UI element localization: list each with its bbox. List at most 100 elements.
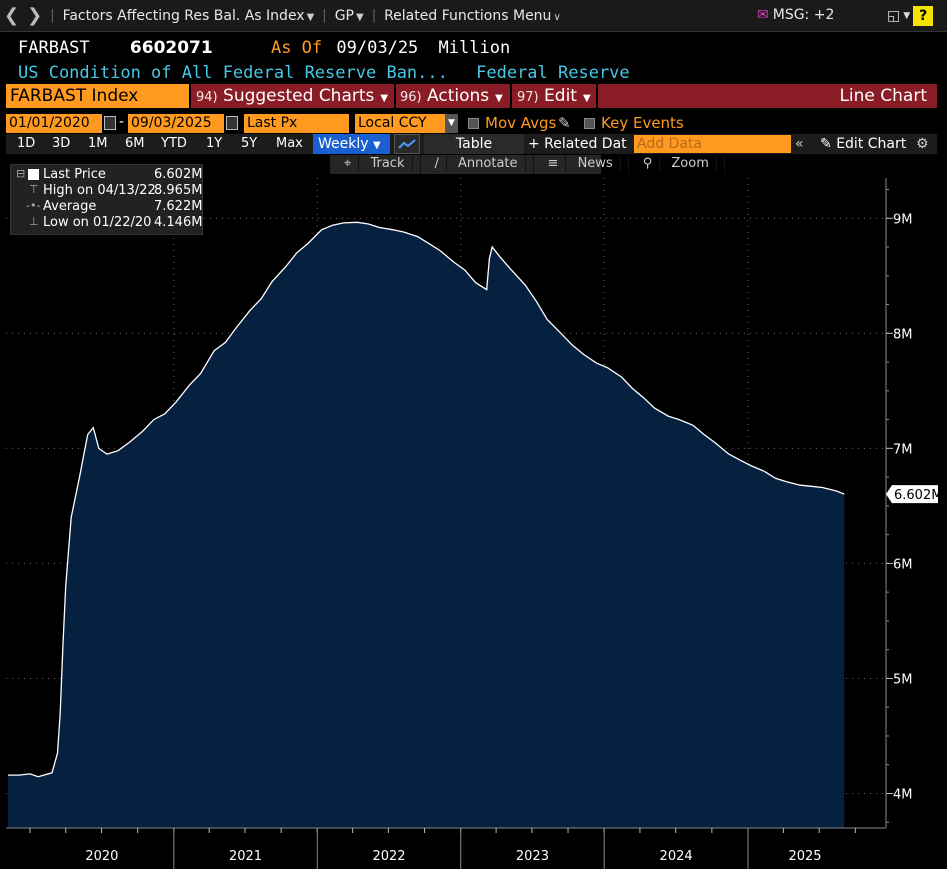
export-icon[interactable]: ◱ [887,8,901,24]
y-tick-label: 6M [893,557,913,572]
double-chevron-down-icon: ∨ [553,11,561,23]
divider [394,84,396,108]
unit: Million [438,38,511,58]
line-chart-icon[interactable] [394,134,420,154]
high-marker-icon: ⊤ [29,183,39,196]
last-value-box [886,485,938,504]
legend-average: -•- Average 7.622M [11,199,204,215]
legend-value: 6.602M [154,167,203,182]
zoom-tool[interactable]: ⚲ Zoom [629,155,725,174]
edit-button[interactable]: 97) Edit ▼ [517,84,591,108]
menu-label: Suggested Charts [223,86,375,106]
edit-chart-button[interactable]: ✎ Edit Chart [820,134,906,154]
line-chart-glyph [398,139,416,149]
end-date-field[interactable]: 09/03/2025 [128,114,224,133]
divider [510,84,512,108]
back-arrow-icon[interactable]: ❮ [4,5,20,26]
suggested-charts-button[interactable]: 94) Suggested Charts ▼ [196,84,388,108]
chart-toolbar: ⌖ Track ∕ Annotate ≡ News ⚲ Zoom [330,155,725,174]
related-functions-label: Related Functions Menu [384,7,552,24]
crosshair-icon: ⌖ [337,155,360,172]
low-marker-icon: ⊥ [29,215,39,228]
table-button[interactable]: Table [424,134,524,154]
currency-select[interactable]: Local CCY [355,114,445,133]
menu-label: Actions [427,86,490,106]
gp-menu[interactable]: GP ▼ [331,8,368,24]
related-functions-menu[interactable]: Related Functions Menu ∨ [380,8,565,24]
x-tick-label: 2022 [372,849,405,864]
range-6m[interactable]: 6M [125,136,145,151]
caret-down-icon: ▼ [355,11,364,23]
caret-down-icon[interactable]: ▼ [445,114,458,133]
as-of-label: As Of [270,38,323,58]
divider [596,84,598,108]
mov-avgs-checkbox[interactable] [468,118,479,129]
range-3d[interactable]: 3D [52,136,71,151]
last-value: 6602071 [129,38,213,58]
legend-label: Average [43,199,97,214]
start-date-field[interactable]: 01/01/2020 [6,114,102,133]
legend-label: Last Price [43,167,106,182]
mov-avgs-label[interactable]: Mov Avgs [485,114,557,132]
annotate-label: Annotate [451,155,526,172]
add-data-input[interactable]: Add Data [634,135,791,153]
field-select[interactable]: Last Px [244,114,349,133]
x-tick-label: 2020 [85,849,118,864]
collapse-icon[interactable]: ⊟ [16,167,26,180]
chart-type-label[interactable]: Line Chart [839,86,927,106]
menu-number: 96) [400,90,422,105]
actions-button[interactable]: 96) Actions ▼ [400,84,503,108]
as-of-date: 09/03/25 [336,38,419,58]
pencil-icon[interactable]: ✎ [558,114,571,132]
zoom-label: Zoom [664,155,717,172]
y-tick-label: 9M [893,212,913,227]
caret-down-icon[interactable]: ▼ [903,11,911,21]
range-ytd[interactable]: YTD [161,136,187,151]
chart-legend: ⊟ Last Price 6.602M ⊤ High on 04/13/22 8… [10,164,203,235]
legend-label: Low on 01/22/20 [43,215,152,230]
range-1y[interactable]: 1Y [206,136,223,151]
key-events-label[interactable]: Key Events [601,114,684,132]
legend-low: ⊥ Low on 01/22/20 4.146M [11,215,204,231]
range-5y[interactable]: 5Y [241,136,258,151]
annotate-tool[interactable]: ∕ Annotate [421,155,534,174]
caret-down-icon: ▼ [495,93,503,104]
caret-down-icon: ▼ [306,11,315,23]
x-tick-label: 2023 [516,849,549,864]
range-row: 1D 3D 1M 6M YTD 1Y 5Y Max Weekly ▼ Table… [6,134,937,154]
last-value-marker: 6.602M [886,485,942,504]
calendar-icon[interactable] [226,116,238,130]
range-1d[interactable]: 1D [17,136,36,151]
legend-last-price[interactable]: ⊟ Last Price 6.602M [11,167,204,183]
range-1m[interactable]: 1M [88,136,108,151]
y-tick-label: 4M [893,787,913,802]
related-data-button[interactable]: + Related Dat [528,136,627,152]
range-max[interactable]: Max [276,136,303,151]
forward-arrow-icon[interactable]: ❯ [27,5,43,26]
source-text: Federal Reserve [476,63,630,83]
track-tool[interactable]: ⌖ Track [330,155,421,174]
function-title: Factors Affecting Res Bal. As Index [62,7,305,24]
news-tool[interactable]: ≡ News [534,155,629,174]
security-description: US Condition of All Federal Reserve Ban.… [18,63,630,83]
y-axis: 4M 5M 6M 7M 8M 9M [885,178,913,828]
gear-icon[interactable]: ⚙ [916,136,929,152]
series-swatch [28,169,39,180]
help-button[interactable]: ? [913,6,934,26]
last-value-text: 6.602M [894,488,942,503]
caret-down-icon: ▼ [582,93,591,104]
double-chevron-left-icon[interactable]: « [795,136,804,152]
legend-high: ⊤ High on 04/13/22 8.965M [11,183,204,199]
function-title-menu[interactable]: Factors Affecting Res Bal. As Index ▼ [59,8,319,24]
security-input[interactable]: FARBAST Index [6,84,189,108]
calendar-icon[interactable] [104,116,116,130]
divider: | [50,8,55,23]
pencil-icon: ✎ [820,136,832,152]
window-controls: ◱ ▼ ? [887,6,934,26]
key-events-checkbox[interactable] [584,118,595,129]
security-header: FARBAST 6602071 As Of 09/03/25 Million [18,38,510,58]
frequency-select[interactable]: Weekly ▼ [313,134,390,154]
messages-button[interactable]: ✉ MSG: +2 [757,7,834,23]
annotate-icon: ∕ [427,155,447,172]
